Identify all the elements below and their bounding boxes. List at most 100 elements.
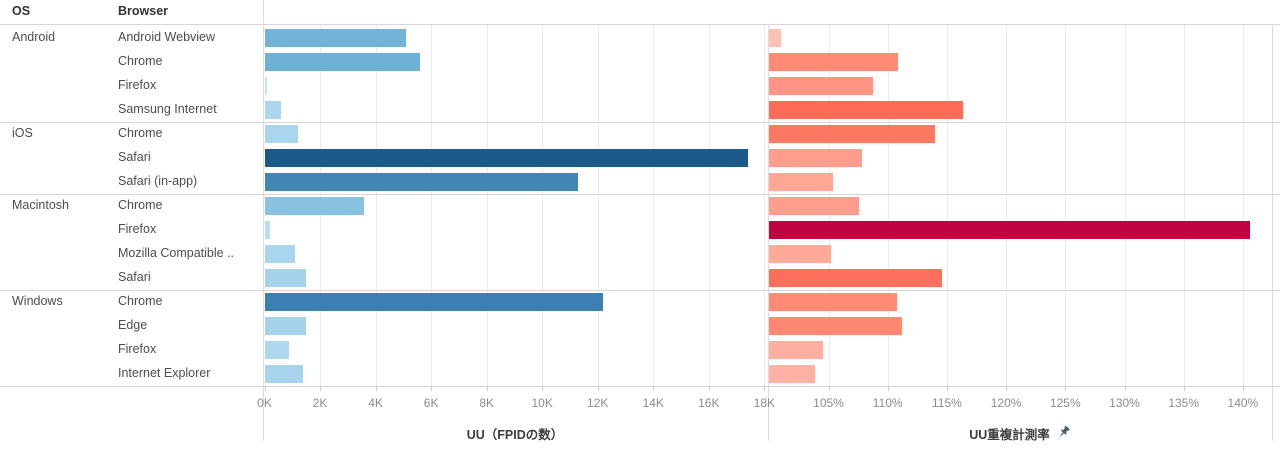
axis-tick bbox=[375, 386, 377, 391]
axis-gridline bbox=[431, 24, 433, 386]
browser-label[interactable]: Android Webview bbox=[118, 30, 216, 44]
axis-tick-label: 2K bbox=[312, 396, 328, 410]
axis-tick bbox=[486, 386, 488, 391]
rate-bar[interactable] bbox=[769, 197, 860, 215]
right-axis-title-text: UU重複計測率 bbox=[969, 428, 1050, 442]
pin-icon[interactable] bbox=[1056, 425, 1071, 443]
rate-bar[interactable] bbox=[769, 125, 936, 143]
os-group-label[interactable]: Android bbox=[12, 30, 56, 44]
uu-bar[interactable] bbox=[264, 173, 579, 191]
axis-tick-label: 14K bbox=[642, 396, 664, 410]
pane-divider bbox=[768, 24, 769, 441]
axis-tick bbox=[542, 386, 544, 391]
axis-tick bbox=[1124, 386, 1126, 391]
os-group-label[interactable]: Windows bbox=[12, 294, 63, 308]
axis-gridline bbox=[946, 24, 948, 386]
axis-gridline bbox=[542, 24, 544, 386]
axis-tick bbox=[887, 386, 889, 391]
rate-bar[interactable] bbox=[769, 53, 899, 71]
browser-label[interactable]: Chrome bbox=[118, 198, 163, 212]
axis-tick-label: 105% bbox=[813, 396, 844, 410]
axis-tick bbox=[597, 386, 599, 391]
axis-gridline bbox=[1183, 24, 1185, 386]
uu-bar[interactable] bbox=[264, 29, 407, 47]
axis-tick-label: 18K bbox=[753, 396, 776, 410]
browser-label[interactable]: Safari bbox=[118, 270, 151, 284]
axis-tick-label: 135% bbox=[1168, 396, 1200, 410]
axis-tick-label: 16K bbox=[698, 396, 720, 410]
rate-bar[interactable] bbox=[769, 29, 782, 47]
axis-tick-label: 120% bbox=[990, 396, 1022, 410]
axis-gridline bbox=[1065, 24, 1067, 386]
uu-bar[interactable] bbox=[264, 197, 365, 215]
rate-bar[interactable] bbox=[769, 149, 862, 167]
rate-bar[interactable] bbox=[769, 365, 816, 383]
axis-gridline bbox=[597, 24, 599, 386]
browser-label[interactable]: Edge bbox=[118, 318, 148, 332]
axis-tick-label: 0K bbox=[257, 396, 272, 410]
row-separator bbox=[0, 194, 1280, 195]
rate-bar[interactable] bbox=[769, 101, 964, 119]
browser-label[interactable]: Firefox bbox=[118, 342, 157, 356]
axis-tick bbox=[1183, 386, 1185, 391]
browser-label[interactable]: Safari bbox=[118, 150, 151, 164]
axis-gridline bbox=[1006, 24, 1008, 386]
axis-gridline bbox=[764, 24, 766, 386]
axis-tick bbox=[708, 386, 710, 391]
uu-bar[interactable] bbox=[264, 149, 748, 167]
axis-tick-label: 12K bbox=[587, 396, 609, 410]
axis-gridline bbox=[653, 24, 655, 386]
rate-bar[interactable] bbox=[769, 317, 902, 335]
axis-tick bbox=[264, 386, 266, 391]
browser-label[interactable]: Samsung Internet bbox=[118, 102, 217, 116]
browser-label[interactable]: Safari (in-app) bbox=[118, 174, 198, 188]
axis-tick bbox=[1065, 386, 1067, 391]
browser-label[interactable]: Mozilla Compatible .. bbox=[118, 246, 235, 260]
uu-bar[interactable] bbox=[264, 317, 307, 335]
browser-label[interactable]: Firefox bbox=[118, 78, 157, 92]
rate-bar[interactable] bbox=[769, 221, 1250, 239]
uu-bar[interactable] bbox=[264, 221, 271, 239]
axis-gridline bbox=[1242, 24, 1244, 386]
axis-gridline bbox=[708, 24, 710, 386]
uu-bar[interactable] bbox=[264, 53, 420, 71]
rate-bar[interactable] bbox=[769, 269, 943, 287]
axis-tick bbox=[764, 386, 766, 391]
axis-gridline bbox=[486, 24, 488, 386]
axis-tick bbox=[946, 386, 948, 391]
axis-tick bbox=[320, 386, 322, 391]
uu-bar[interactable] bbox=[264, 77, 268, 95]
os-group-label[interactable]: iOS bbox=[12, 126, 33, 140]
left-axis-title: UU（FPIDの数） bbox=[395, 424, 635, 443]
pane-divider bbox=[263, 0, 264, 441]
uu-bar[interactable] bbox=[264, 245, 296, 263]
axis-tick-label: 4K bbox=[368, 396, 383, 410]
rate-bar[interactable] bbox=[769, 77, 874, 95]
uu-bar[interactable] bbox=[264, 101, 282, 119]
uu-bar[interactable] bbox=[264, 341, 290, 359]
axis-gridline bbox=[887, 24, 889, 386]
browser-label[interactable]: Internet Explorer bbox=[118, 366, 211, 380]
rate-bar[interactable] bbox=[769, 245, 831, 263]
uu-bar[interactable] bbox=[264, 269, 307, 287]
axis-tick bbox=[828, 386, 830, 391]
browser-label[interactable]: Chrome bbox=[118, 294, 163, 308]
browser-label[interactable]: Chrome bbox=[118, 126, 163, 140]
os-column-header: OS bbox=[12, 4, 31, 18]
rate-bar[interactable] bbox=[769, 293, 898, 311]
axis-tick bbox=[431, 386, 433, 391]
uu-bar[interactable] bbox=[264, 365, 304, 383]
row-separator bbox=[0, 24, 1280, 25]
browser-label[interactable]: Chrome bbox=[118, 54, 163, 68]
rate-bar[interactable] bbox=[769, 173, 834, 191]
uu-bar[interactable] bbox=[264, 293, 604, 311]
left-axis-title-text: UU（FPIDの数） bbox=[466, 428, 564, 442]
browser-label[interactable]: Firefox bbox=[118, 222, 157, 236]
rate-bar[interactable] bbox=[769, 341, 823, 359]
row-separator bbox=[0, 386, 1280, 387]
uu-bar[interactable] bbox=[264, 125, 298, 143]
os-group-label[interactable]: Macintosh bbox=[12, 198, 69, 212]
browser-column-header: Browser bbox=[118, 4, 169, 18]
axis-tick-label: 115% bbox=[931, 396, 962, 410]
